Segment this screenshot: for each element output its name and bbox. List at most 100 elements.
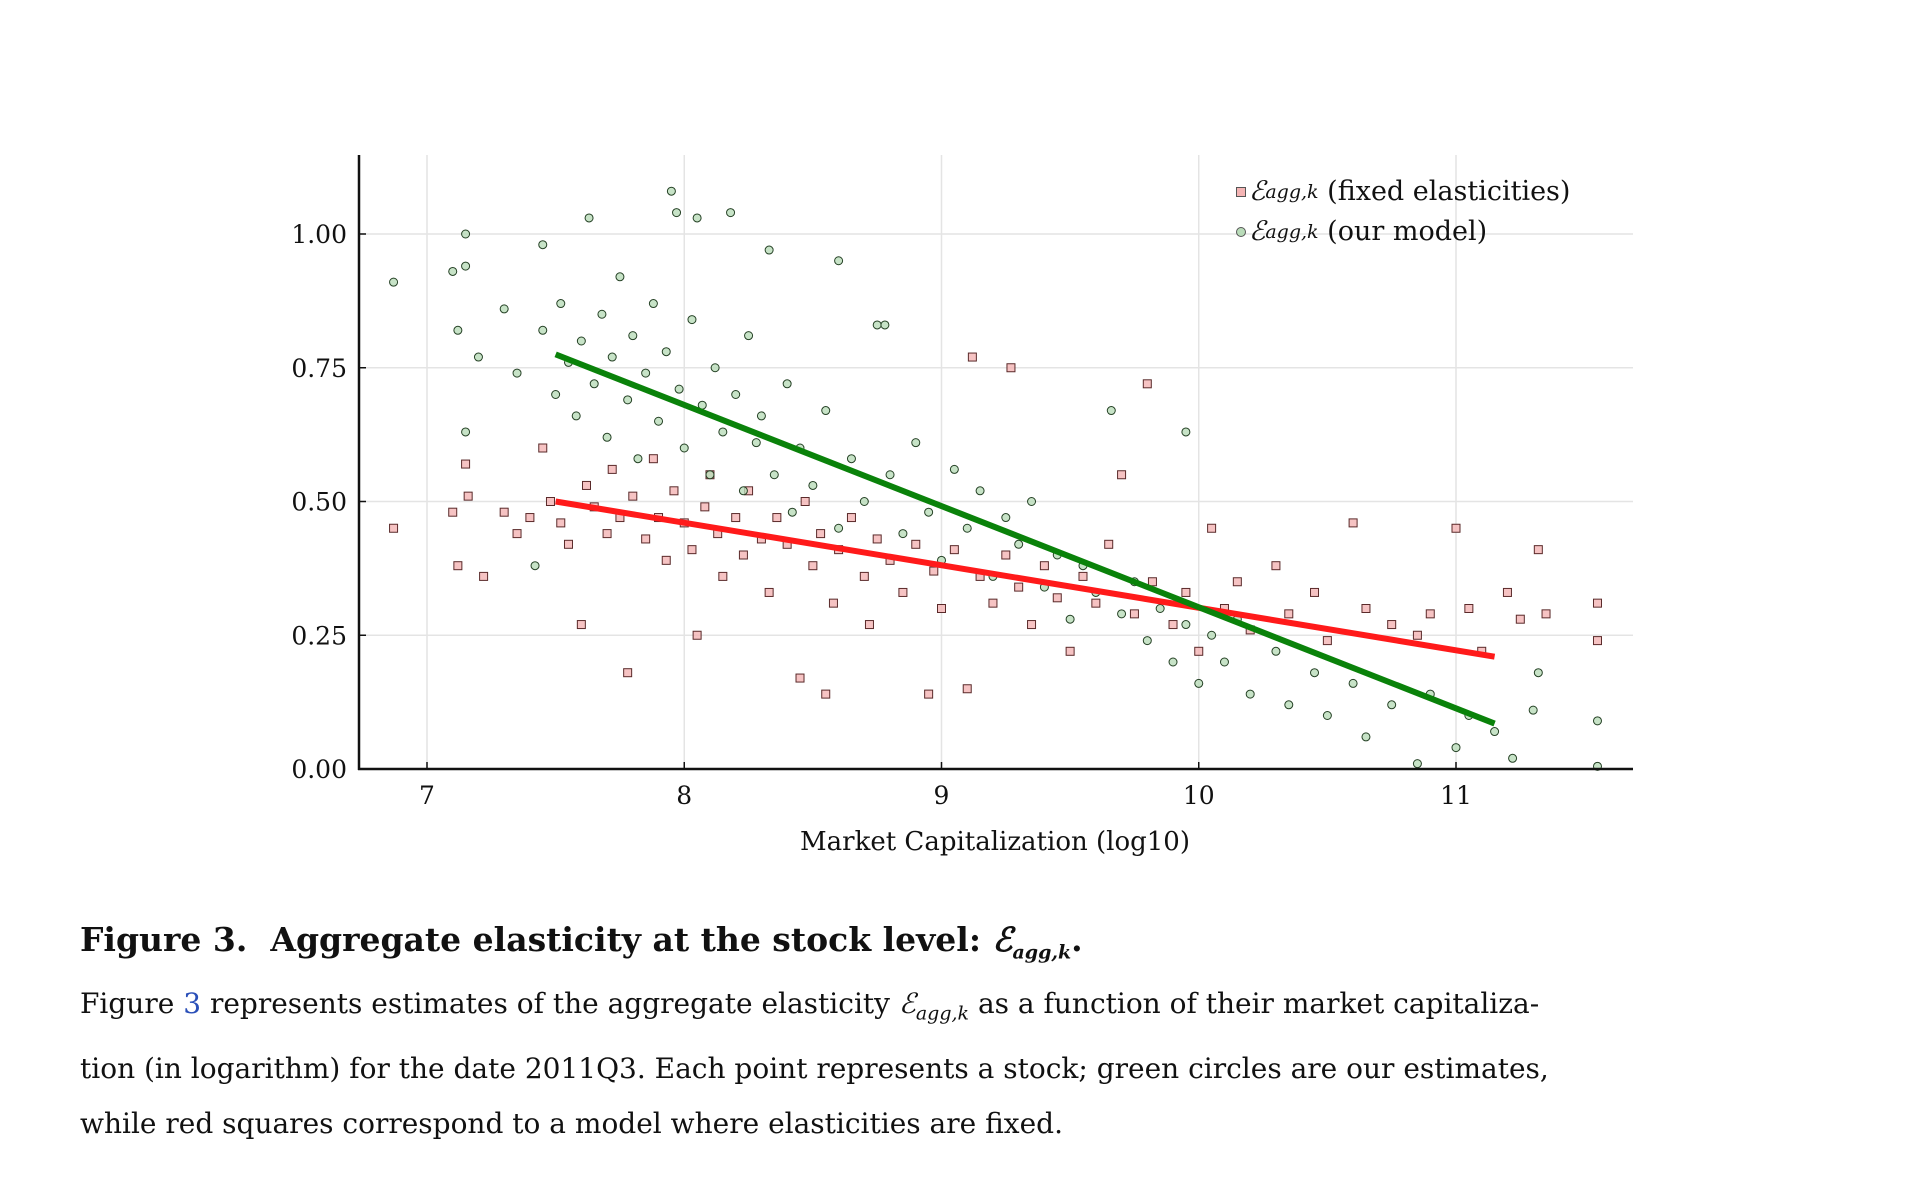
circle-point [1014, 539, 1024, 549]
figure-number: Figure 3. [80, 920, 248, 959]
x-tick-label: 7 [419, 781, 435, 810]
circle-point [538, 240, 548, 250]
fit-line-fixed [555, 498, 1496, 660]
square-point [731, 513, 741, 523]
circle-point [473, 352, 483, 362]
circle-point [834, 523, 844, 533]
square-point [846, 513, 856, 523]
circle-point [962, 523, 972, 533]
square-point [576, 620, 586, 630]
square-point [479, 571, 489, 581]
x-tick-label: 11 [1440, 781, 1472, 810]
circle-point [710, 363, 720, 373]
circle-point [648, 299, 658, 309]
circle-point [551, 390, 561, 399]
square-point [1142, 379, 1152, 389]
circle-point [859, 497, 869, 506]
circle-point [1322, 711, 1332, 720]
square-point [669, 486, 679, 496]
square-point [1541, 609, 1551, 619]
square-point [808, 561, 818, 571]
square-point [1147, 577, 1157, 587]
circle-point [672, 208, 682, 218]
circle-point [448, 266, 458, 276]
data-points [389, 186, 1602, 771]
square-point [1310, 587, 1320, 597]
circle-point [628, 331, 638, 341]
y-tick-label: 0.00 [291, 755, 347, 784]
circle-point [679, 443, 689, 453]
circle-point [1361, 732, 1371, 742]
circle-point [461, 229, 471, 239]
square-point [1129, 609, 1139, 619]
square-point [628, 491, 638, 501]
circle-point [1065, 614, 1075, 624]
circle-point [744, 331, 754, 341]
circle-point [782, 379, 792, 389]
circle-point [607, 352, 617, 362]
square-point [556, 518, 566, 528]
square-point [538, 443, 548, 453]
square-point [764, 587, 774, 597]
caption-text: Figure [80, 986, 175, 1020]
figure-ref-link[interactable]: 3 [183, 986, 202, 1020]
body-symbol: ℰ [898, 986, 916, 1020]
square-point [1451, 523, 1461, 533]
circle-point [1412, 759, 1422, 769]
square-point [661, 555, 671, 565]
square-point [1515, 614, 1525, 624]
circle-point [872, 320, 882, 330]
circle-point [718, 427, 728, 437]
square-point [463, 491, 473, 501]
circle-point [666, 186, 676, 196]
square-point [1001, 550, 1011, 560]
square-point [1348, 518, 1358, 528]
circle-point [597, 309, 607, 319]
square-point [816, 529, 826, 539]
circle-point [1168, 657, 1178, 667]
square-point [1412, 630, 1422, 640]
legend-symbol: ℰ [1249, 176, 1266, 207]
square-point [389, 523, 399, 533]
circle-point [949, 464, 959, 474]
circle-point [389, 277, 399, 287]
square-point [700, 502, 710, 512]
square-point [1387, 620, 1397, 630]
title-subscript: agg,k [1012, 941, 1072, 964]
square-point [1168, 620, 1178, 630]
circle-point [1027, 497, 1037, 506]
circle-marker-icon [1236, 227, 1246, 237]
square-point [545, 497, 555, 506]
circle-point [1387, 700, 1397, 710]
circle-point [1508, 753, 1518, 763]
y-tick-label: 0.50 [291, 488, 347, 517]
circle-point [687, 315, 697, 325]
square-point [937, 604, 946, 613]
circle-point [846, 454, 856, 464]
square-point [448, 507, 458, 517]
circle-point [1207, 630, 1217, 640]
square-point [898, 587, 908, 597]
x-tick-label: 10 [1183, 781, 1215, 810]
circle-point [1181, 620, 1191, 630]
square-point [911, 539, 921, 549]
square-point [461, 459, 471, 469]
circle-point [1001, 513, 1011, 523]
circle-point [898, 529, 908, 539]
circle-point [453, 325, 463, 335]
square-point [1027, 620, 1037, 630]
circle-point [880, 320, 890, 330]
circle-point [1284, 700, 1294, 710]
circle-point [512, 368, 522, 378]
circle-point [576, 336, 586, 346]
square-point [1425, 609, 1435, 619]
circle-point [556, 299, 566, 309]
circle-point [615, 272, 625, 282]
circle-point [1117, 609, 1127, 619]
square-point [1284, 609, 1294, 619]
square-point [623, 668, 633, 678]
square-point [929, 566, 939, 576]
square-point [800, 497, 810, 506]
